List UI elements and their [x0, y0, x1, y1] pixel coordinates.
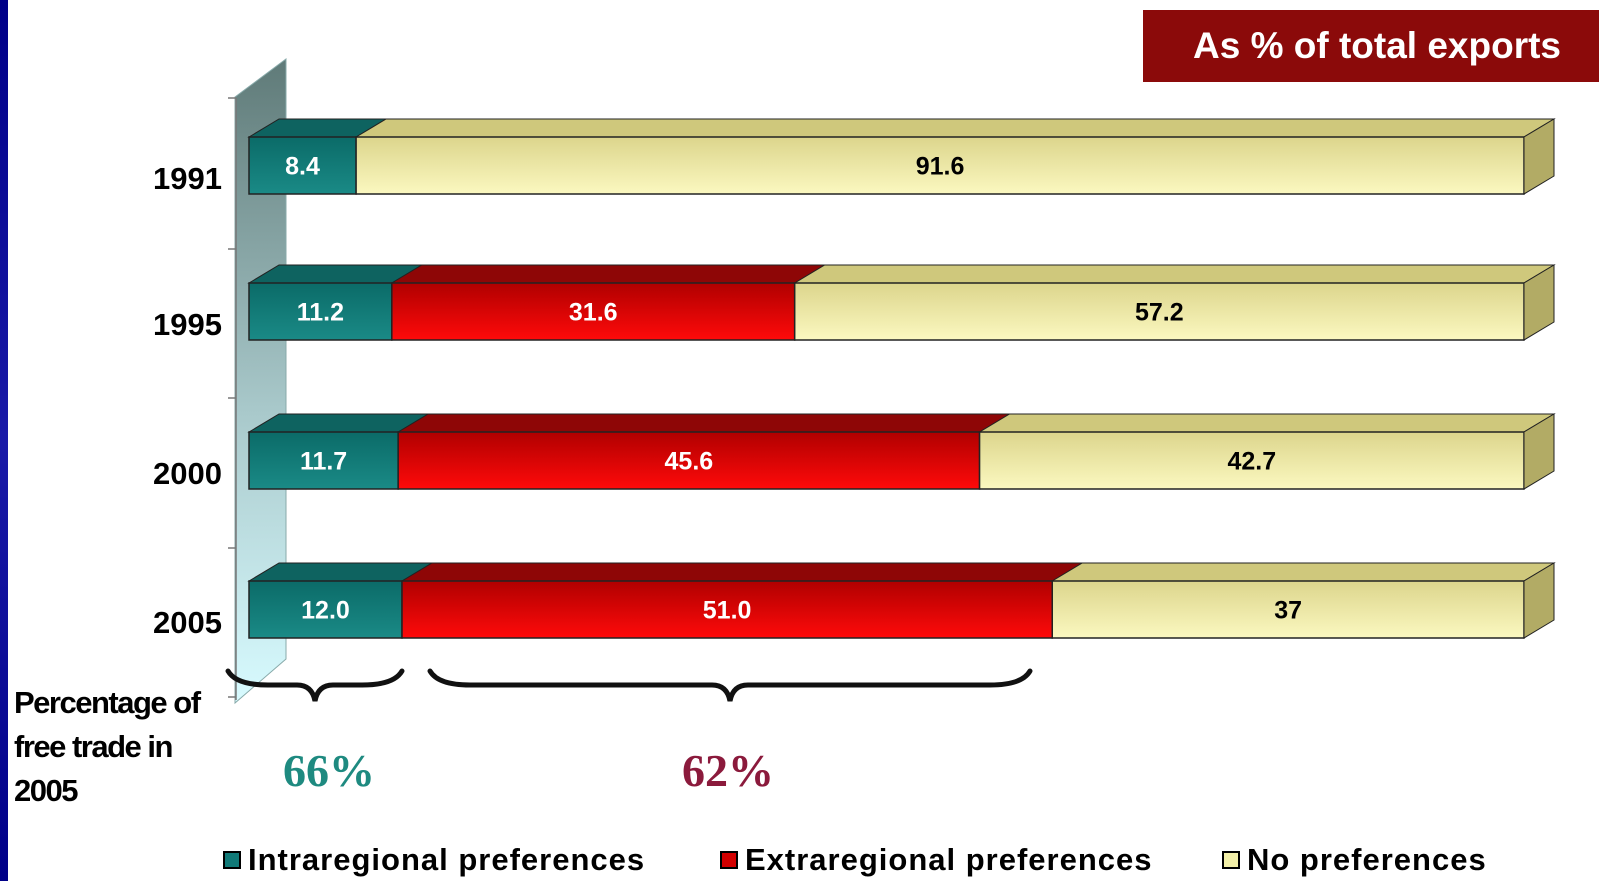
category-label: 2005 — [153, 605, 222, 640]
category-label: 2000 — [153, 456, 222, 491]
bar-segment — [397, 431, 981, 490]
bar-segment — [248, 136, 357, 195]
free-trade-note: Percentage of free trade in 2005 — [14, 685, 201, 808]
bar-segment — [248, 431, 399, 490]
bar-value-label: 11.7 — [300, 448, 347, 476]
bar-value-label: 11.2 — [297, 299, 344, 327]
chart-back-wall — [234, 58, 287, 705]
bar-top-face — [977, 413, 1556, 433]
bar-value-label: 37 — [1274, 597, 1302, 625]
category-label: 1995 — [153, 307, 222, 342]
bar-top-face — [396, 413, 1012, 433]
bar-value-label: 8.4 — [285, 153, 320, 181]
legend-swatch-no-preferences — [1222, 851, 1240, 869]
bar-value-label: 45.6 — [665, 448, 714, 476]
bar-side-face — [1523, 118, 1555, 195]
bar-value-label: 51.0 — [703, 597, 752, 625]
intra-free-trade-pct: 66% — [283, 745, 375, 796]
slide-side-strip — [0, 0, 8, 881]
legend-label-intraregional: Intraregional preferences — [248, 842, 646, 877]
legend-item-intraregional: Intraregional preferences — [223, 842, 645, 878]
bar-segment — [793, 282, 1525, 341]
bar-segment — [391, 282, 796, 341]
bar-side-face — [1523, 562, 1555, 639]
bar-value-label: 91.6 — [916, 153, 965, 181]
brace-intraregional — [225, 668, 405, 702]
legend-swatch-intraregional — [223, 851, 241, 869]
bar-side-face — [1523, 413, 1555, 490]
category-label: 1991 — [153, 161, 222, 196]
bar-group-1995: 11.2 31.6 57.2 1995 — [153, 264, 1556, 342]
chart-title: As % of total exports — [1143, 10, 1599, 82]
legend-swatch-extraregional — [720, 851, 738, 869]
bar-segment — [355, 136, 1525, 195]
bar-segment — [401, 580, 1053, 639]
bar-value-label: 57.2 — [1135, 299, 1184, 327]
bar-value-label: 31.6 — [569, 299, 618, 327]
bar-segment — [1051, 580, 1525, 639]
bar-top-face — [247, 562, 434, 582]
bar-top-face — [247, 413, 430, 433]
bar-group-2005: 12.0 51.0 37 2005 — [153, 562, 1556, 640]
bar-segment — [978, 431, 1525, 490]
legend-item-extraregional: Extraregional preferences — [720, 842, 1153, 878]
legend-label-extraregional: Extraregional preferences — [745, 842, 1153, 877]
bar-top-face — [354, 118, 1556, 138]
bar-top-face — [1050, 562, 1556, 582]
legend-label-no-preferences: No preferences — [1247, 842, 1487, 877]
bar-group-2000: 11.7 45.6 42.7 2000 — [153, 413, 1556, 491]
bar-segment — [248, 282, 393, 341]
bar-group-1991: 8.4 91.6 1991 — [153, 118, 1556, 196]
bar-value-label: 12.0 — [301, 597, 350, 625]
bar-top-face — [400, 562, 1085, 582]
legend-item-no-preferences: No preferences — [1222, 842, 1487, 878]
bar-side-face — [1523, 264, 1555, 341]
extra-free-trade-pct: 62% — [682, 745, 774, 796]
brace-extraregional — [427, 668, 1033, 702]
bar-value-label: 42.7 — [1227, 448, 1276, 476]
bar-segment — [248, 580, 403, 639]
chart-legend: Intraregional preferences Extraregional … — [0, 842, 1599, 881]
bar-top-face — [389, 264, 827, 284]
bar-top-face — [792, 264, 1556, 284]
